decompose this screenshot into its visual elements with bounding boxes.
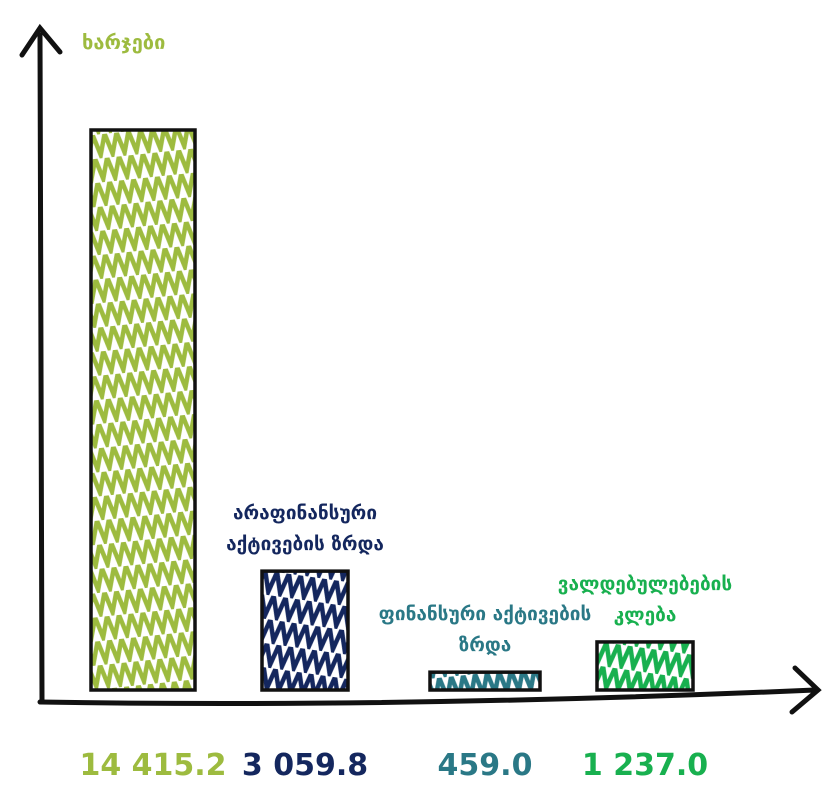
x-axis <box>37 665 822 715</box>
value-label: 3 059.8 <box>241 748 369 783</box>
bar <box>260 569 350 692</box>
category-label: ფინანსური აქტივების ზრდა <box>378 603 592 656</box>
category-label: ვალდებულებების კლება <box>557 573 733 626</box>
y-axis <box>19 23 63 703</box>
value-label: 14 415.2 <box>79 748 227 783</box>
bar <box>428 670 542 692</box>
bar <box>595 640 695 692</box>
chart-title: ხარჯები <box>82 30 166 54</box>
bar <box>89 128 197 692</box>
category-label: არაფინანსური აქტივების ზრდა <box>226 502 384 555</box>
value-label: 1 237.0 <box>581 748 709 783</box>
value-label: 459.0 <box>437 748 533 783</box>
